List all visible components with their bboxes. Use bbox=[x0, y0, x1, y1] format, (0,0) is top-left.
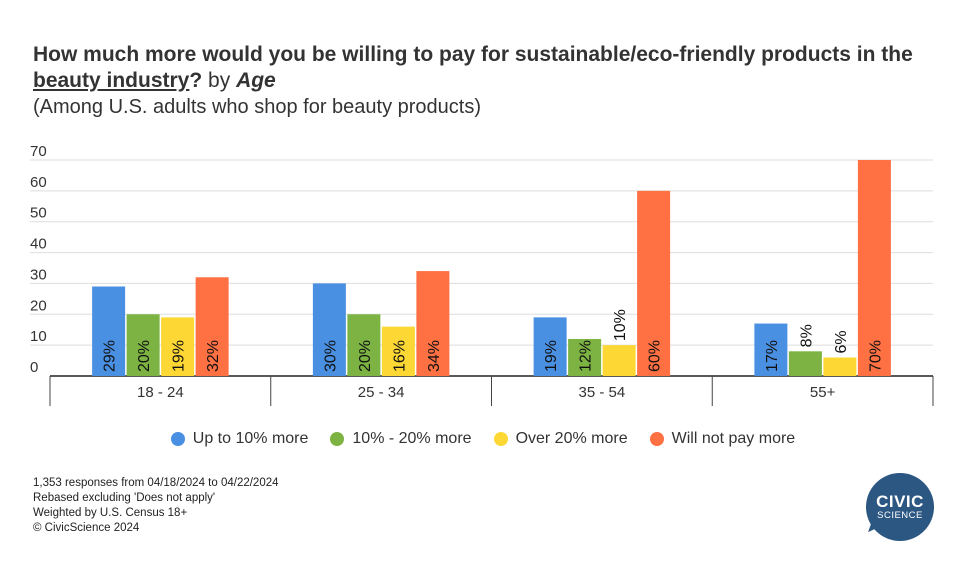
bar-value-label: 16% bbox=[391, 340, 408, 372]
chart-subtitle: (Among U.S. adults who shop for beauty p… bbox=[33, 96, 482, 118]
legend-label: 10% - 20% more bbox=[352, 430, 472, 447]
bar-value-label: 70% bbox=[867, 340, 884, 372]
bar bbox=[637, 190, 671, 376]
legend-swatch bbox=[649, 432, 664, 446]
legend-label: Up to 10% more bbox=[192, 430, 309, 447]
footnote-responses: 1,353 responses from 04/18/2024 to 04/22… bbox=[33, 477, 279, 489]
title-block: How much more would you be willing to pa… bbox=[33, 42, 943, 120]
bar bbox=[533, 317, 567, 376]
legend-item: Up to 10% more bbox=[170, 430, 309, 448]
y-tick-label: 10 bbox=[30, 328, 47, 345]
bar bbox=[823, 357, 857, 376]
bar-value-label: 34% bbox=[426, 340, 443, 372]
title-text: How much more would you be willing to pa… bbox=[33, 43, 913, 66]
x-tick-label: 35 - 54 bbox=[579, 384, 626, 401]
bar bbox=[312, 283, 346, 376]
bar-value-label: 30% bbox=[322, 340, 339, 372]
bar bbox=[92, 286, 126, 376]
y-tick-label: 30 bbox=[30, 266, 47, 283]
x-tick-label: 25 - 34 bbox=[358, 384, 405, 401]
bar bbox=[568, 338, 602, 376]
legend-swatch bbox=[493, 432, 508, 446]
bar-value-label: 20% bbox=[136, 340, 153, 372]
chart-title: How much more would you be willing to pa… bbox=[33, 42, 943, 94]
legend-label: Will not pay more bbox=[671, 430, 796, 447]
bar-value-label: 29% bbox=[102, 340, 119, 372]
bar-value-label: 6% bbox=[833, 330, 850, 353]
legend-item: 10% - 20% more bbox=[330, 430, 472, 448]
bar bbox=[161, 317, 195, 376]
bar bbox=[754, 323, 788, 376]
legend-swatch bbox=[330, 432, 345, 446]
bar bbox=[195, 277, 229, 376]
bar-value-label: 8% bbox=[798, 324, 815, 347]
bar bbox=[381, 326, 415, 376]
legend-item: Will not pay more bbox=[649, 430, 796, 448]
x-tick-label: 55+ bbox=[810, 384, 836, 401]
legend-item: Over 20% more bbox=[493, 430, 628, 448]
legend-swatch bbox=[170, 432, 185, 446]
bar-value-label: 20% bbox=[357, 340, 374, 372]
bar bbox=[788, 351, 822, 376]
footnote-rebased: Rebased excluding 'Does not apply' bbox=[33, 492, 216, 504]
y-tick-label: 20 bbox=[30, 297, 47, 314]
bar-value-label: 60% bbox=[647, 340, 664, 372]
y-tick-label: 0 bbox=[30, 359, 38, 376]
title-underlined: beauty industry bbox=[33, 69, 190, 92]
bar-value-label: 12% bbox=[578, 340, 595, 372]
bar bbox=[126, 314, 160, 376]
bar bbox=[857, 160, 891, 376]
y-tick-label: 60 bbox=[30, 174, 47, 191]
civicscience-logo: CIVIC SCIENCE bbox=[866, 473, 934, 541]
bar-value-label: 10% bbox=[612, 309, 629, 341]
y-tick-label: 70 bbox=[30, 143, 47, 160]
bar-value-label: 19% bbox=[543, 340, 560, 372]
bar bbox=[347, 314, 381, 376]
bar-value-label: 32% bbox=[205, 340, 222, 372]
y-tick-label: 50 bbox=[30, 205, 47, 222]
bar-value-label: 17% bbox=[764, 340, 781, 372]
title-age: Age bbox=[236, 69, 276, 92]
bar bbox=[602, 345, 636, 376]
x-tick-label: 18 - 24 bbox=[137, 384, 184, 401]
footnote-copyright: © CivicScience 2024 bbox=[33, 522, 140, 534]
legend-label: Over 20% more bbox=[515, 430, 628, 447]
y-tick-label: 40 bbox=[30, 236, 47, 253]
title-by: by bbox=[202, 69, 237, 92]
title-qmark: ? bbox=[189, 69, 203, 92]
bar bbox=[416, 271, 450, 376]
footnotes: 1,353 responses from 04/18/2024 to 04/22… bbox=[33, 476, 279, 536]
legend: Up to 10% more 10% - 20% more Over 20% mor… bbox=[0, 430, 966, 448]
bar-value-label: 19% bbox=[171, 340, 188, 372]
footnote-weighted: Weighted by U.S. Census 18+ bbox=[33, 507, 188, 519]
